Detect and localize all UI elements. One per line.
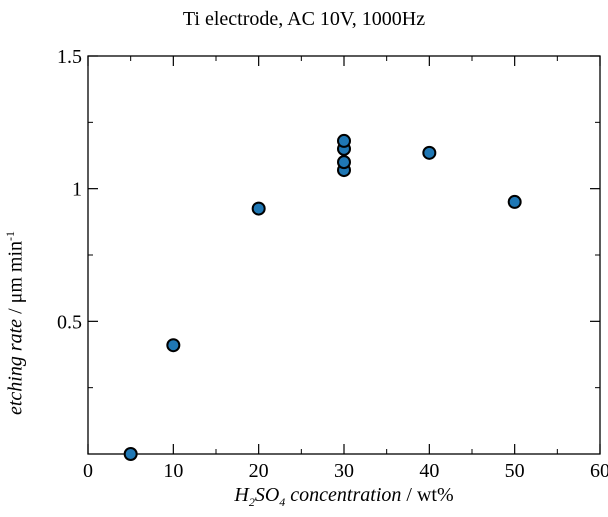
y-axis-label: etching rate / μm min-1 bbox=[2, 230, 28, 416]
axis-label-part: 2 bbox=[248, 495, 255, 509]
tick-labels: 0 10 20 30 40 50 60 0.5 1 1.5 bbox=[57, 46, 608, 482]
x-tick-label: 30 bbox=[334, 460, 354, 482]
y-tick-label: 1.5 bbox=[57, 46, 82, 68]
data-points bbox=[123, 133, 522, 461]
y-tick-label: 1 bbox=[72, 179, 82, 201]
x-tick-label: 10 bbox=[163, 460, 183, 482]
x-tick-label: 50 bbox=[505, 460, 525, 482]
axis-label-part: / μm min bbox=[4, 240, 27, 319]
x-tick-label: 20 bbox=[249, 460, 269, 482]
axis-label-part: H bbox=[234, 484, 249, 506]
plot-frame bbox=[87, 55, 601, 455]
axis-label-part: concentration bbox=[285, 484, 402, 506]
x-axis-label: H2SO4 concentration / wt% bbox=[88, 484, 600, 509]
data-point bbox=[251, 201, 266, 216]
axis-ticks bbox=[87, 55, 601, 454]
x-tick-label: 0 bbox=[83, 460, 93, 482]
data-point bbox=[337, 133, 351, 148]
data-point bbox=[507, 194, 522, 209]
x-tick-label: 40 bbox=[419, 460, 439, 482]
axis-label-part: / wt% bbox=[401, 484, 454, 506]
data-point bbox=[422, 145, 437, 160]
data-point bbox=[166, 338, 181, 353]
y-tick-label: 0.5 bbox=[57, 311, 82, 333]
chart-title: Ti electrode, AC 10V, 1000Hz bbox=[182, 8, 426, 30]
x-tick-label: 60 bbox=[590, 460, 608, 482]
data-point bbox=[337, 155, 351, 170]
axis-label-part: etching rate bbox=[4, 318, 27, 416]
axis-label-part: -1 bbox=[2, 230, 17, 241]
axis-label-part: SO bbox=[254, 484, 280, 506]
axis-label-part: 4 bbox=[279, 495, 286, 509]
data-point bbox=[123, 447, 138, 461]
